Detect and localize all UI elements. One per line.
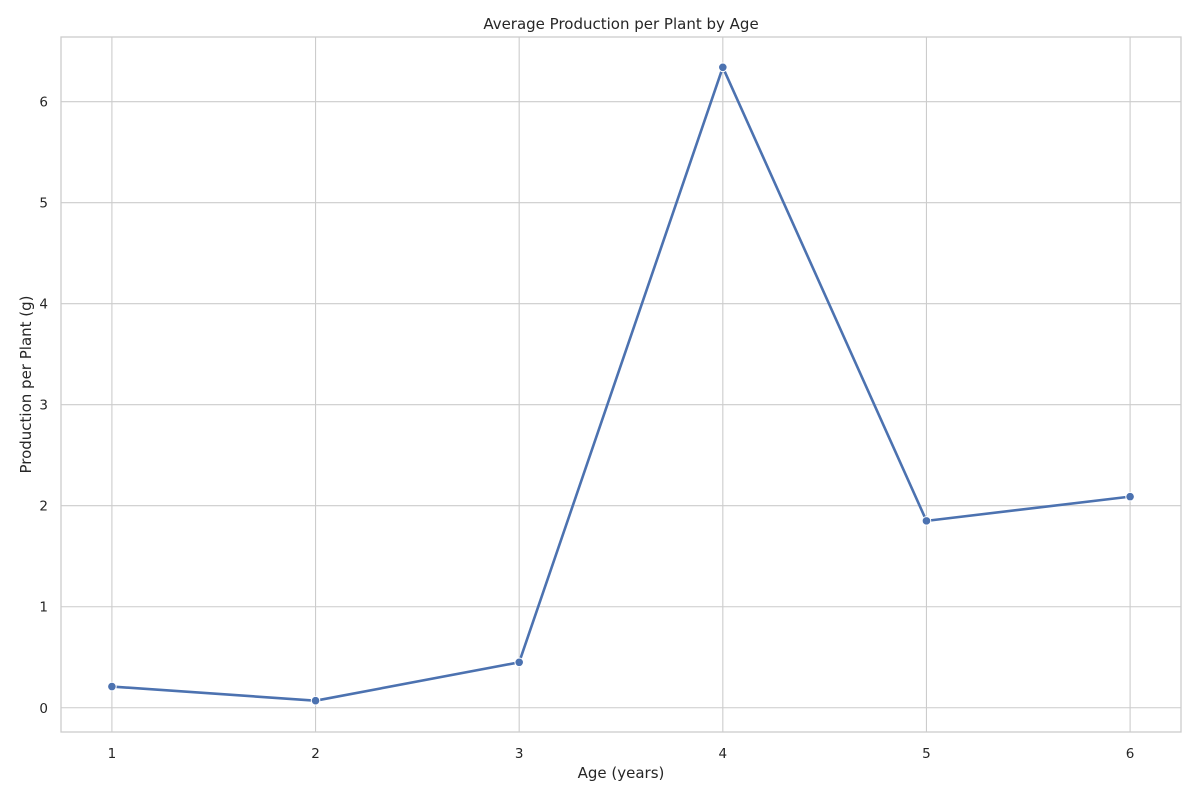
data-point	[1125, 491, 1135, 502]
horizontal-grid-lines	[61, 101, 1181, 709]
y-tick-label: 2	[39, 499, 48, 515]
y-tick-label: 0	[39, 701, 48, 717]
series-line	[110, 66, 1132, 702]
data-point	[718, 62, 728, 73]
data-point	[921, 516, 932, 526]
data-point	[514, 657, 524, 668]
plot-area-frame	[60, 36, 1182, 733]
x-tick-label: 5	[922, 746, 931, 762]
y-tick-label: 5	[39, 196, 48, 212]
y-axis-label: Production per Plant (g)	[17, 295, 35, 473]
vertical-grid-lines	[111, 37, 1131, 732]
chart-title: Average Production per Plant by Age	[483, 15, 758, 33]
y-tick-label: 1	[39, 600, 48, 616]
x-axis-label: Age (years)	[578, 764, 665, 782]
x-tick-labels: 1 2 3 4 5 6	[108, 746, 1135, 762]
series-layer	[107, 62, 1135, 706]
x-tick-label: 3	[515, 746, 524, 762]
data-point	[310, 695, 321, 706]
y-tick-label: 3	[39, 398, 48, 414]
x-tick-label: 6	[1126, 746, 1135, 762]
x-tick-label: 1	[108, 746, 117, 762]
y-tick-labels: 0 1 2 3 4 5 6	[39, 95, 48, 717]
y-tick-label: 6	[39, 95, 48, 111]
data-point	[107, 681, 117, 692]
x-tick-label: 2	[311, 746, 320, 762]
y-tick-label: 4	[39, 297, 48, 313]
x-tick-label: 4	[719, 746, 728, 762]
